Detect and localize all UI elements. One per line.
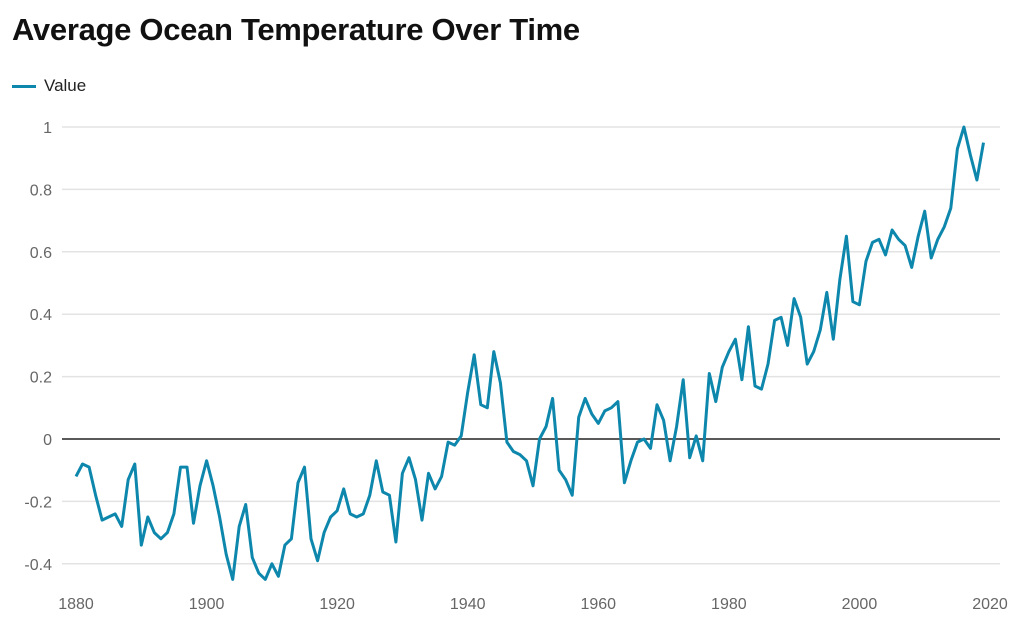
series-line [74, 125, 985, 581]
y-tick-label: -0.2 [24, 494, 52, 511]
y-tick-label: 0.6 [30, 245, 52, 262]
x-tick-label: 1940 [450, 596, 486, 613]
legend-label: Value [44, 76, 87, 95]
y-tick-label: -0.4 [24, 557, 52, 574]
legend: Value [12, 76, 86, 96]
x-tick-label: 1980 [711, 596, 747, 613]
x-tick-label: 2020 [972, 596, 1008, 613]
x-tick-label: 1900 [189, 596, 225, 613]
chart-title: Average Ocean Temperature Over Time [12, 12, 580, 47]
x-tick-label: 1880 [58, 596, 94, 613]
x-tick-label: 1920 [319, 596, 355, 613]
y-tick-label: 0.8 [30, 182, 52, 199]
y-tick-label: 1 [43, 120, 52, 137]
y-tick-label: 0.4 [30, 307, 52, 324]
y-tick-label: 0 [43, 432, 52, 449]
legend-swatch [12, 84, 36, 88]
x-tick-label: 2000 [842, 596, 878, 613]
y-tick-label: 0.2 [30, 370, 52, 387]
x-tick-label: 1960 [580, 596, 616, 613]
